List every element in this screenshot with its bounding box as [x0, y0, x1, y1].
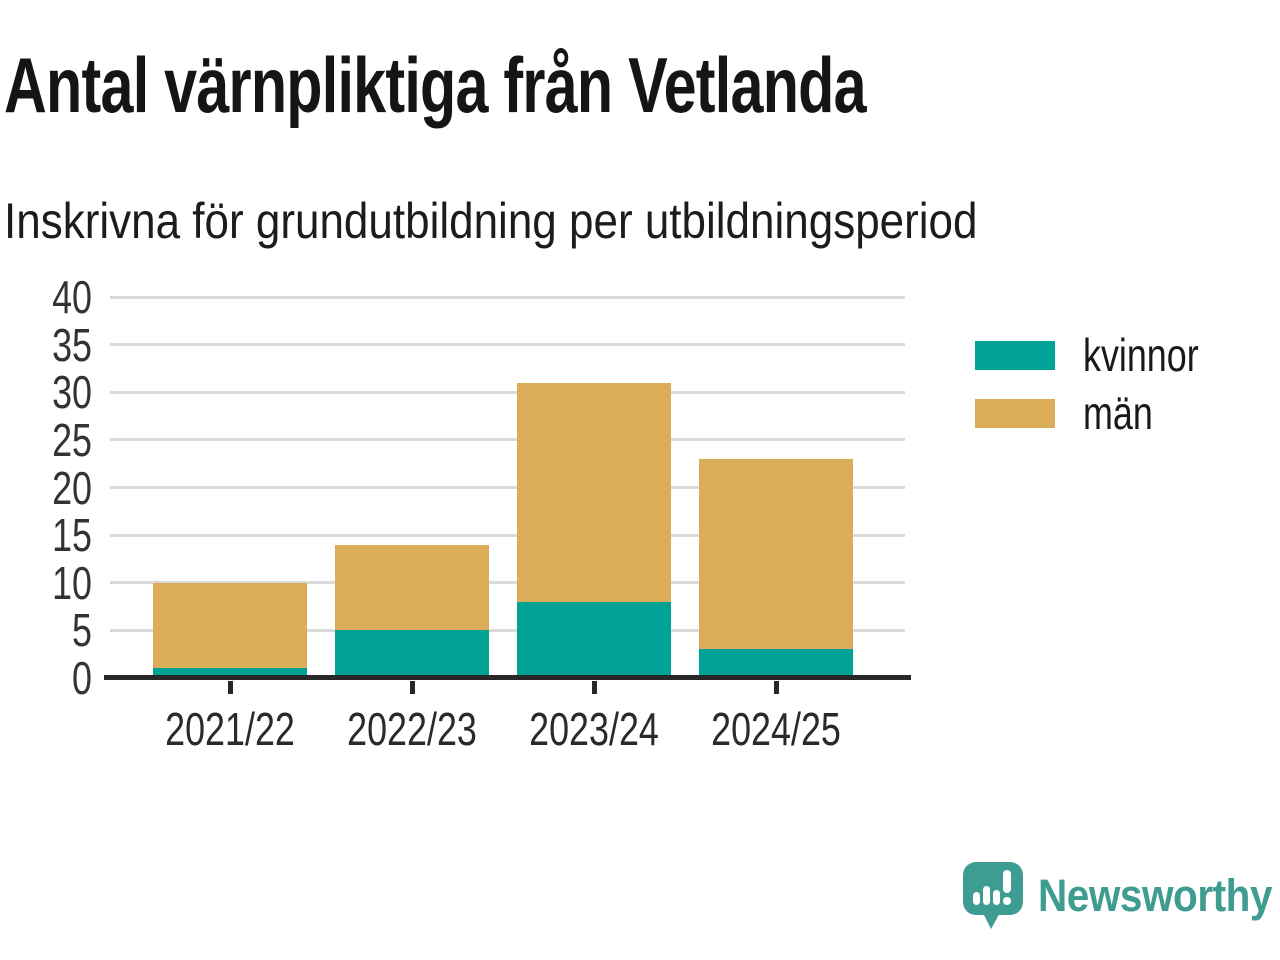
legend-swatch — [975, 340, 1055, 370]
y-tick-label: 15 — [52, 509, 92, 562]
y-tick-label: 35 — [52, 318, 92, 371]
y-tick-label: 10 — [52, 556, 92, 609]
x-tick-label: 2023/24 — [529, 703, 660, 755]
x-tick-label: 2022/23 — [347, 703, 478, 755]
gridline — [110, 533, 905, 537]
bar-segment — [517, 382, 672, 602]
x-tick — [591, 681, 597, 694]
x-tick-label: 2021/22 — [165, 703, 295, 755]
chart-subtitle: Inskrivna för grundutbildning per utbild… — [4, 193, 978, 249]
gridline — [110, 295, 905, 299]
x-tick — [227, 681, 233, 694]
gridline — [110, 390, 905, 394]
gridline — [110, 343, 905, 347]
legend-label: män — [1083, 387, 1153, 439]
y-tick-label: 40 — [52, 271, 92, 323]
plot-area: 2021/22 2022/23 2023/24 2024/25 — [104, 295, 911, 755]
bar-segment — [153, 668, 308, 678]
legend-item: kvinnor — [975, 329, 1231, 381]
y-tick-label: 5 — [72, 604, 92, 657]
x-axis-line — [104, 675, 911, 680]
y-tick-label: 30 — [52, 366, 92, 419]
bar-segment — [335, 544, 490, 631]
bar-segment — [699, 458, 854, 650]
legend: kvinnor män — [975, 329, 1231, 456]
legend-item: män — [975, 387, 1231, 439]
x-tick-label: 2024/25 — [711, 703, 842, 755]
x-tick — [409, 681, 415, 694]
bar-segment — [699, 649, 854, 678]
y-tick-label: 25 — [52, 413, 92, 466]
gridline — [110, 486, 905, 489]
x-tick — [773, 681, 779, 694]
gridline — [110, 628, 905, 632]
chart-title: Antal värnpliktiga från Vetlanda — [4, 41, 867, 129]
legend-swatch — [975, 398, 1055, 428]
gridline — [110, 438, 905, 442]
y-tick-label: 20 — [52, 461, 92, 514]
bar-segment — [335, 630, 490, 678]
newsworthy-branding: Newsworthy — [962, 862, 1280, 930]
y-tick-label: 0 — [72, 652, 92, 704]
newsworthy-logo-icon — [963, 862, 1023, 929]
gridline — [110, 581, 905, 585]
y-axis: 0 5 10 15 20 25 30 35 40 — [0, 274, 92, 701]
newsworthy-wordmark: Newsworthy — [1038, 870, 1273, 921]
bar-segment — [517, 601, 672, 678]
legend-label: kvinnor — [1083, 329, 1199, 381]
bar-segment — [153, 582, 308, 669]
